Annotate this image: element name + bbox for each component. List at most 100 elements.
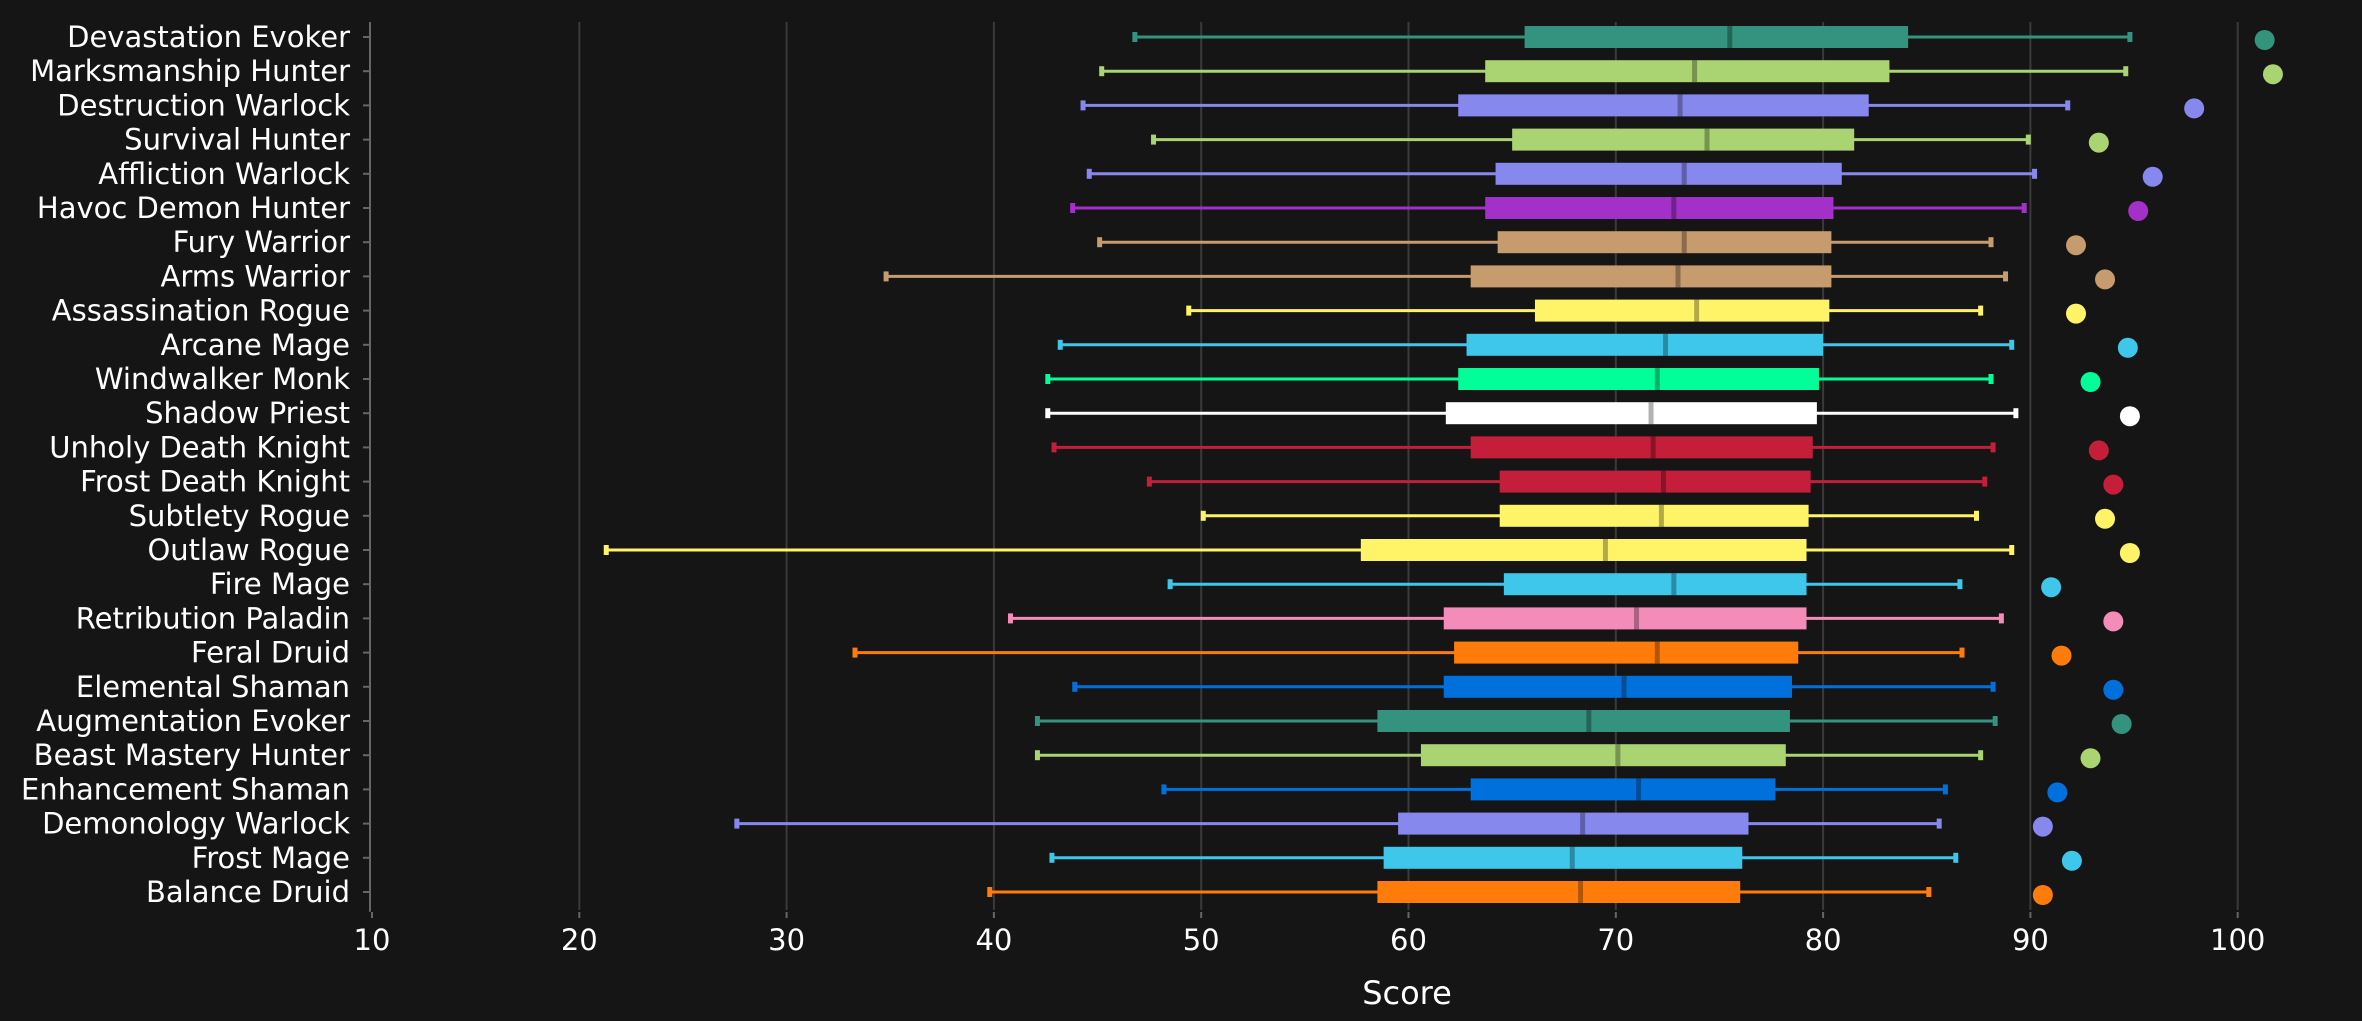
iqr-box [1512, 128, 1855, 151]
median-marker [1692, 60, 1698, 83]
median-marker [1677, 94, 1683, 117]
median-marker [1602, 539, 1608, 561]
iqr-box [1470, 265, 1832, 288]
median-marker [1654, 368, 1660, 390]
median-marker [1569, 846, 1575, 869]
iqr-box [1377, 881, 1741, 903]
category-label: Frost Mage [192, 841, 350, 875]
iqr-box [1497, 231, 1832, 254]
axes [363, 22, 2239, 918]
iqr-box [1377, 710, 1790, 732]
x-tick-label: 60 [1390, 923, 1427, 957]
top-score-dot [2184, 98, 2205, 119]
median-marker [1648, 402, 1654, 425]
median-marker [1654, 641, 1660, 664]
top-score-dot [2051, 645, 2072, 666]
median-marker [1634, 607, 1640, 630]
top-score-dot [2080, 372, 2101, 392]
top-score-dot [2117, 337, 2138, 358]
median-marker [1658, 504, 1664, 527]
iqr-box [1458, 94, 1869, 117]
category-label: Enhancement Shaman [21, 772, 350, 806]
category-label: Havoc Demon Hunter [37, 191, 350, 225]
iqr-box [1524, 26, 1909, 48]
category-label: Survival Hunter [124, 123, 350, 157]
iqr-box [1360, 539, 1807, 561]
x-tick-label: 90 [2012, 923, 2049, 957]
x-tick-label: 30 [768, 923, 805, 957]
category-label: Frost Death Knight [80, 465, 350, 499]
category-label: Windwalker Monk [95, 362, 350, 396]
median-marker [1586, 710, 1592, 732]
category-label: Unholy Death Knight [49, 430, 350, 464]
category-label: Feral Druid [191, 636, 350, 670]
median-marker [1621, 675, 1627, 698]
median-marker [1615, 744, 1621, 767]
top-score-dot [2254, 30, 2275, 50]
category-label: Destruction Warlock [57, 88, 350, 122]
median-marker [1681, 231, 1687, 254]
top-score-dot [2066, 235, 2087, 256]
category-label: Arcane Mage [161, 328, 350, 362]
top-score-dot [2080, 748, 2101, 769]
x-tick-labels: 10 20 30 40 50 60 70 80 90 100 [354, 923, 2266, 957]
category-label: Arms Warrior [161, 259, 351, 293]
iqr-box [1485, 197, 1834, 219]
iqr-box [1495, 162, 1842, 185]
top-score-dot [2119, 406, 2140, 427]
top-score-dot [2142, 166, 2163, 187]
iqr-box [1499, 470, 1811, 493]
top-score-dot [2088, 440, 2109, 461]
median-marker [1694, 299, 1700, 322]
top-score-dot [2066, 303, 2087, 324]
iqr-box [1485, 60, 1890, 83]
x-tick-label: 40 [975, 923, 1012, 957]
category-label: Fire Mage [210, 567, 350, 601]
median-marker [1636, 778, 1642, 801]
top-score-dot [2041, 577, 2062, 598]
top-score-dot [2103, 611, 2124, 632]
x-tick-label: 20 [561, 923, 598, 957]
x-tick-label: 80 [1805, 923, 1842, 957]
median-marker [1650, 436, 1656, 459]
category-label: Outlaw Rogue [147, 533, 350, 567]
iqr-box [1443, 607, 1807, 630]
median-marker [1675, 265, 1681, 288]
x-tick-label: 70 [1597, 923, 1634, 957]
category-label: Devastation Evoker [67, 20, 350, 54]
median-marker [1580, 812, 1586, 835]
boxes [603, 26, 2133, 903]
x-tick-label: 100 [2210, 923, 2265, 957]
category-label: Demonology Warlock [42, 807, 350, 841]
median-marker [1671, 197, 1677, 219]
category-label: Fury Warrior [173, 225, 351, 259]
iqr-box [1454, 641, 1799, 664]
category-label: Subtlety Rogue [129, 499, 350, 533]
iqr-box [1398, 812, 1749, 835]
top-score-dot [2103, 474, 2124, 495]
top-score-dot [2047, 782, 2068, 803]
iqr-box [1458, 368, 1819, 390]
iqr-box [1466, 333, 1824, 356]
iqr-box [1470, 436, 1813, 459]
category-label: Beast Mastery Hunter [34, 738, 350, 772]
top-score-dot [2095, 269, 2116, 290]
median-marker [1727, 26, 1733, 48]
top-score-dot [2032, 885, 2053, 905]
iqr-box [1503, 573, 1807, 596]
category-label: Marksmanship Hunter [30, 54, 350, 88]
x-tick-label: 10 [354, 923, 391, 957]
x-axis-title: Score [1362, 974, 1452, 1012]
x-tick-label: 50 [1183, 923, 1220, 957]
top-score-dot [2111, 714, 2132, 734]
top-score-dot [2103, 679, 2124, 700]
median-marker [1578, 881, 1584, 903]
top-score-dot [2032, 816, 2053, 837]
top-score-dot [2262, 64, 2283, 85]
iqr-box [1499, 504, 1809, 527]
iqr-box [1470, 778, 1776, 801]
category-label: Shadow Priest [145, 396, 350, 430]
